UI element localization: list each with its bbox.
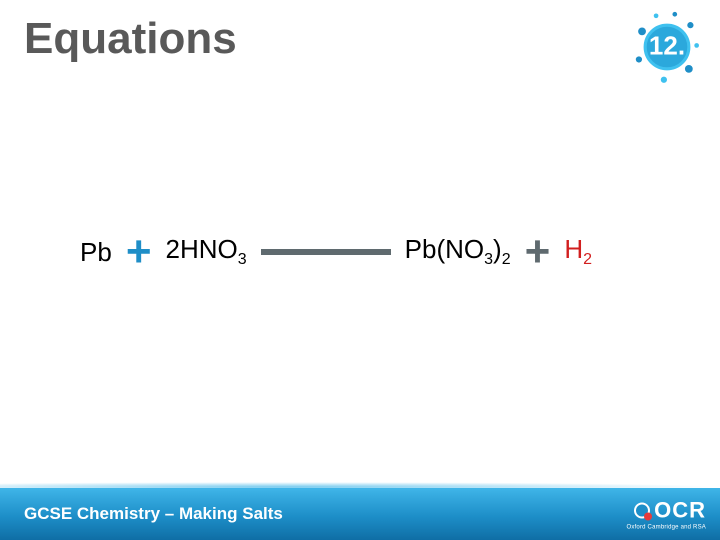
ocr-logo-sub: Oxford Cambridge and RSA	[626, 525, 706, 531]
slide-number: 12.	[649, 30, 685, 61]
product-h2: H2	[564, 234, 592, 269]
product-pbno32: Pb(NO3)2	[405, 234, 511, 269]
product-h2-sub: 2	[583, 252, 592, 269]
reactant-hno3: 2HNO3	[166, 234, 247, 269]
reactant-hno3-sub: 3	[238, 252, 247, 269]
product-pbno32-sub1: 3	[484, 252, 493, 269]
footer-bar: GCSE Chemistry – Making Salts OCR Oxford…	[0, 488, 720, 540]
ocr-logo-main: OCR	[634, 498, 706, 524]
reactant-hno3-prefix: 2HNO	[166, 234, 238, 264]
slide-number-badge: 12.	[628, 8, 706, 86]
plus-icon: +	[525, 230, 551, 274]
plus-icon: +	[126, 230, 152, 274]
ocr-logo-icon	[634, 503, 650, 519]
reactant-pb: Pb	[80, 237, 112, 268]
reaction-arrow-icon	[261, 249, 391, 255]
page-title: Equations	[24, 14, 237, 64]
product-h2-prefix: H	[564, 234, 583, 264]
footer-title: GCSE Chemistry – Making Salts	[24, 504, 283, 524]
ocr-logo-letters: OCR	[654, 498, 706, 524]
chemical-equation: Pb + 2HNO3 Pb(NO3)2 + H2	[80, 230, 690, 274]
product-pbno32-sub2: 2	[502, 252, 511, 269]
ocr-logo: OCR Oxford Cambridge and RSA	[626, 498, 706, 531]
slide: Equations 12. Pb + 2HNO3 Pb(NO3)2 + H2	[0, 0, 720, 540]
product-pbno32-prefix: Pb(NO	[405, 234, 484, 264]
product-pbno32-paren: )	[493, 234, 502, 264]
